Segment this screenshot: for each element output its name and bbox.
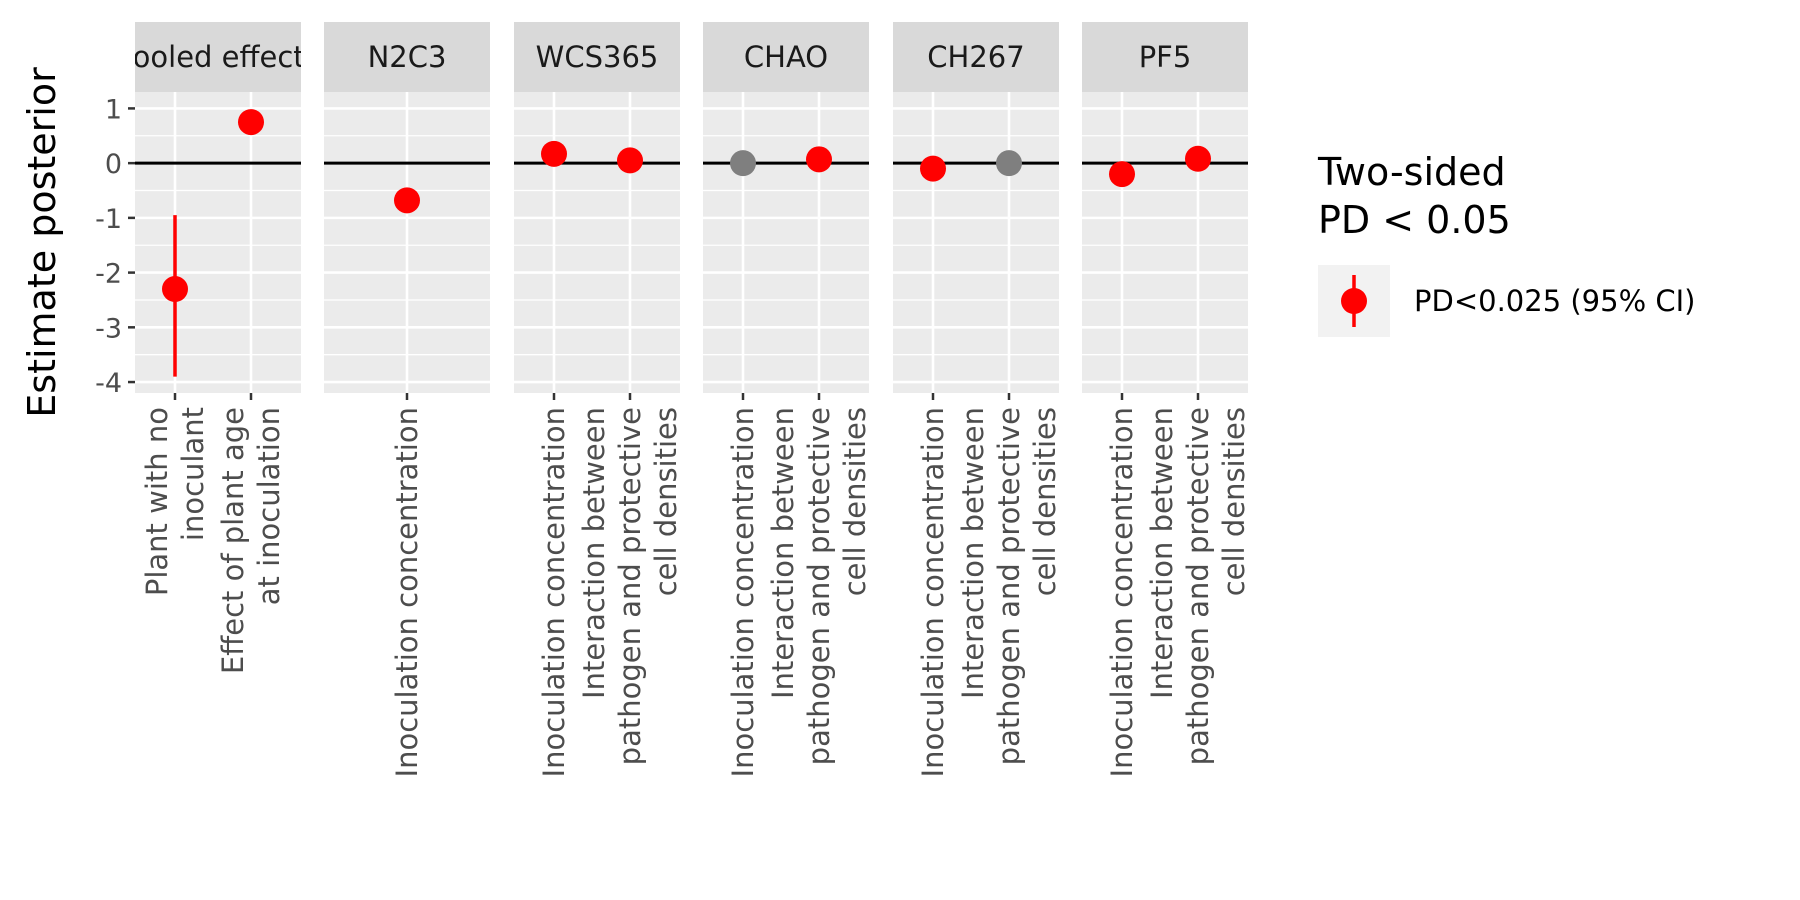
category-label: Inoculation concentration xyxy=(390,407,424,777)
facet-strip xyxy=(324,22,490,92)
category-label: Inoculation concentration xyxy=(1105,407,1139,777)
data-point xyxy=(1185,145,1211,172)
data-point xyxy=(920,155,946,182)
category-label: Interaction between xyxy=(766,407,800,699)
data-point xyxy=(617,147,643,174)
category-label: cell densities xyxy=(838,407,872,596)
facet-strip-label: CHAO xyxy=(744,40,828,74)
category-label: cell densities xyxy=(649,407,683,596)
data-point xyxy=(238,109,264,136)
category-label: Effect of plant age xyxy=(216,407,250,674)
facet-panel-3: WCS365 Inoculation concentration Interacti… xyxy=(514,22,683,777)
y-tick-label: -1 xyxy=(95,204,122,235)
data-point xyxy=(162,276,188,303)
y-tick-label: -3 xyxy=(95,313,122,344)
facet-panels: Pooled effects Plant with no inoculant Effe… xyxy=(116,22,1251,777)
y-axis: Estimate posterior 1 0 -1 -2 -3 -4 xyxy=(20,67,135,418)
category-label: Inoculation concentration xyxy=(537,407,571,777)
facet-panel-6: PF5 Inoculation concentration Interaction … xyxy=(1082,22,1251,777)
facet-panel-5: CH267 Inoculation concentration Interactio… xyxy=(893,22,1062,777)
category-label: pathogen and protective xyxy=(802,407,836,765)
facet-strip xyxy=(1082,22,1248,92)
data-point xyxy=(996,150,1022,177)
panel-background xyxy=(514,92,680,393)
facet-strip xyxy=(135,22,301,92)
category-label: Interaction between xyxy=(956,407,990,699)
panel-background xyxy=(893,92,1059,393)
facet-panel-2: N2C3 Inoculation concentration xyxy=(324,22,490,777)
y-tick-label: 1 xyxy=(105,94,122,125)
category-label: cell densities xyxy=(1028,407,1062,596)
panel-background xyxy=(135,92,301,393)
legend-title-line: PD < 0.05 xyxy=(1318,198,1511,242)
legend-key-point xyxy=(1341,288,1367,314)
y-tick-label: 0 xyxy=(105,149,122,180)
category-label: pathogen and protective xyxy=(992,407,1026,765)
legend-item-label: PD<0.025 (95% CI) xyxy=(1414,284,1695,318)
facet-strip-label: PF5 xyxy=(1139,40,1192,74)
facet-panel-1: Pooled effects Plant with no inoculant Effe… xyxy=(116,22,320,674)
category-label: pathogen and protective xyxy=(613,407,647,765)
legend-title-line: Two-sided xyxy=(1317,150,1506,194)
category-label: inoculant xyxy=(176,407,210,541)
facet-strip-label: CH267 xyxy=(927,40,1024,74)
category-label: Plant with no xyxy=(140,407,174,596)
facet-strip xyxy=(703,22,869,92)
data-point xyxy=(806,146,832,173)
category-label: pathogen and protective xyxy=(1181,407,1215,765)
category-label: at inoculation xyxy=(252,407,286,605)
category-label: Interaction between xyxy=(577,407,611,699)
category-label: Inoculation concentration xyxy=(726,407,760,777)
facet-strip-label: N2C3 xyxy=(368,40,447,74)
facet-strip-label: Pooled effects xyxy=(116,40,320,74)
facet-strip xyxy=(514,22,680,92)
y-tick-label: -4 xyxy=(95,368,122,399)
y-tick-label: -2 xyxy=(95,259,122,290)
panel-background xyxy=(1082,92,1248,393)
facet-panel-4: CHAO Inoculation concentration Interaction… xyxy=(703,22,872,777)
category-label: Inoculation concentration xyxy=(916,407,950,777)
data-point xyxy=(730,150,756,177)
data-point xyxy=(394,187,420,214)
category-label: cell densities xyxy=(1217,407,1251,596)
facet-strip-label: WCS365 xyxy=(536,40,659,74)
y-axis-title: Estimate posterior xyxy=(20,67,64,418)
facet-strip xyxy=(893,22,1059,92)
data-point xyxy=(1109,161,1135,188)
category-label: Interaction between xyxy=(1145,407,1179,699)
panel-background xyxy=(703,92,869,393)
data-point xyxy=(541,140,567,167)
